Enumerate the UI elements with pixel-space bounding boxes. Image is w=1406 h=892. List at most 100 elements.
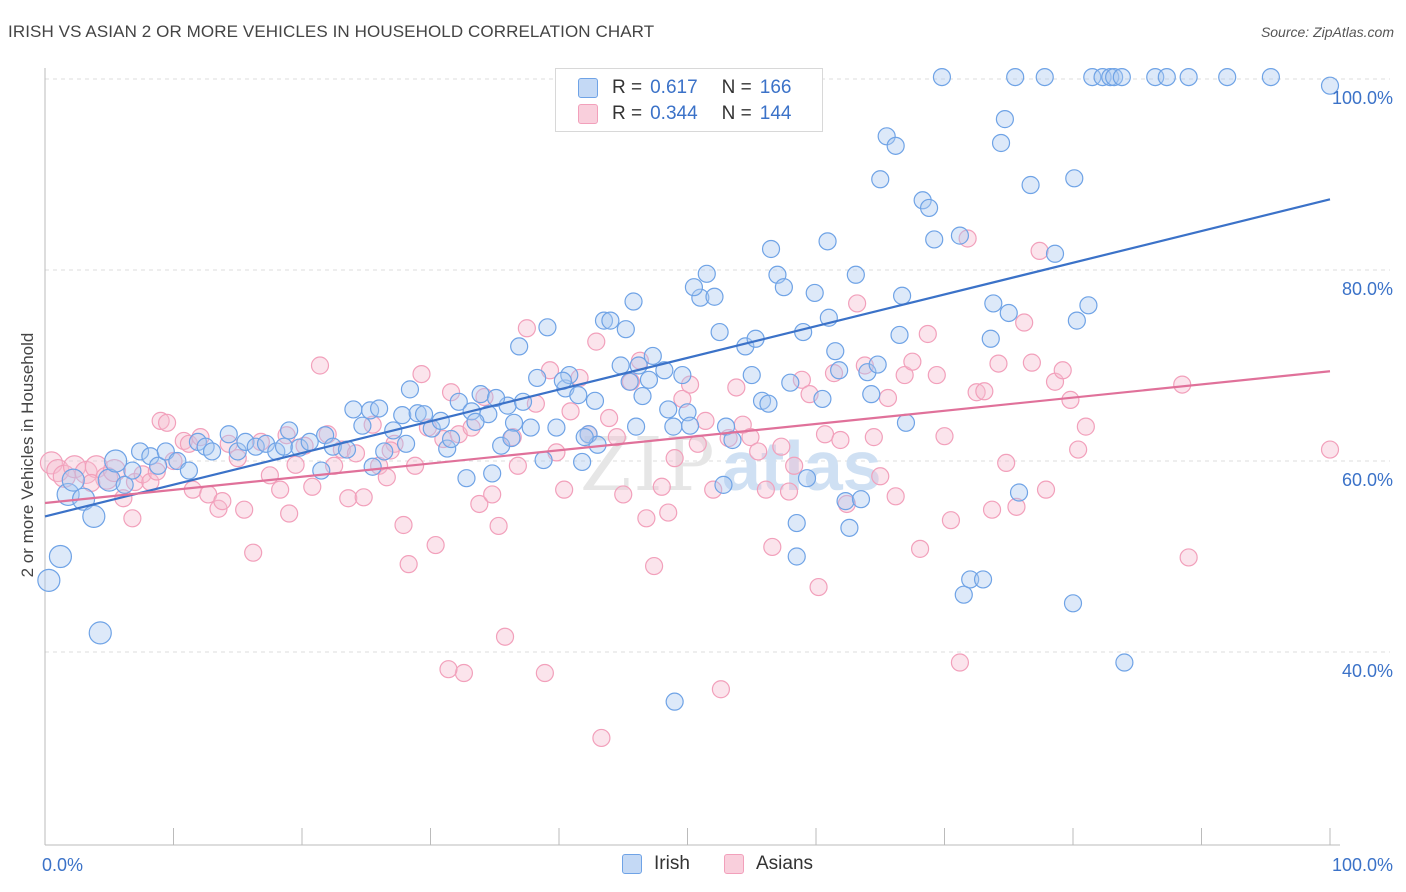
asians-trend-line (44, 370, 1331, 505)
irish-point (528, 368, 547, 388)
trend-lines (44, 198, 1331, 518)
irish-point (1063, 594, 1083, 613)
asians-point (280, 504, 299, 523)
irish-point (846, 265, 865, 284)
asians-point (772, 437, 791, 456)
irish-point (643, 346, 662, 366)
irish-point (787, 547, 806, 566)
irish-point (950, 226, 970, 245)
irish-point (513, 392, 533, 411)
asians-point (426, 535, 445, 555)
irish-point (818, 232, 837, 251)
irish-point (999, 303, 1018, 323)
irish-point (991, 133, 1011, 153)
asians-point (779, 482, 799, 501)
asians-point (785, 456, 804, 475)
irish-point (148, 456, 168, 475)
irish-point (678, 403, 697, 422)
irish-point (97, 468, 121, 492)
irish-swatch (578, 78, 598, 98)
asians-point (910, 539, 930, 558)
irish-point (123, 461, 142, 480)
asians-point (470, 494, 489, 514)
asians-point (809, 577, 828, 597)
asians-point (441, 383, 461, 402)
asians-point (1173, 375, 1192, 394)
asians-point (133, 465, 152, 484)
asians-point (191, 428, 210, 447)
irish-point (1105, 67, 1124, 87)
legend-item-irish: Irish (622, 852, 690, 876)
irish-point (705, 287, 724, 306)
irish-point (813, 389, 832, 409)
irish-point (1157, 67, 1176, 87)
asians-point (680, 375, 700, 394)
asians-point (637, 509, 656, 528)
irish-point (1112, 67, 1131, 87)
tick-labels: 40.0% 60.0% 80.0% 100.0% 0.0% 100.0% (42, 88, 1393, 875)
asians-point (592, 728, 611, 748)
irish-point (569, 386, 588, 405)
irish-point (104, 449, 128, 473)
irish-point (868, 355, 887, 374)
irish-point (794, 322, 813, 342)
asians-swatch (578, 104, 598, 124)
irish-point (466, 412, 485, 431)
irish-point (925, 230, 944, 249)
irish-point (471, 385, 490, 404)
asians-point (489, 516, 508, 536)
irish-point (919, 198, 939, 218)
y-tick-label: 60.0% (1342, 470, 1393, 490)
irish-point (1021, 175, 1040, 195)
irish-point (115, 475, 134, 494)
irish-point (510, 337, 529, 356)
irish-point (655, 361, 674, 380)
asians-point (950, 653, 970, 672)
irish-point (492, 436, 511, 455)
irish-point (37, 568, 61, 592)
irish-point (797, 469, 817, 488)
irish-point (280, 421, 299, 440)
asians-point (749, 442, 768, 461)
asians-point (941, 511, 961, 530)
irish-point (202, 442, 222, 461)
asians-point (151, 411, 170, 430)
x-tick-label: 0.0% (42, 855, 83, 875)
irish-point (961, 570, 980, 589)
irish-point (538, 318, 557, 337)
asians-point (741, 428, 760, 447)
asians-point (652, 477, 671, 496)
irish-point (1045, 244, 1065, 263)
irish-point (1218, 67, 1237, 87)
irish-point (659, 400, 678, 419)
asians-point (123, 509, 142, 528)
asians-point (711, 680, 731, 699)
asians-point (244, 543, 263, 562)
irish-point (236, 432, 255, 451)
legend-n-label: N = (721, 77, 752, 98)
axes (44, 68, 1340, 846)
asians-point (763, 537, 782, 557)
asians-point (377, 468, 396, 487)
asians-point (213, 492, 232, 511)
irish-point (984, 294, 1003, 313)
asians-point (989, 354, 1008, 373)
irish-point (219, 425, 238, 444)
asians-legend-label: Asians (756, 853, 814, 874)
watermark-text: atlas (722, 427, 882, 505)
legend-r-label: R = (612, 103, 643, 124)
asians-point (600, 408, 619, 428)
irish-point (449, 392, 468, 411)
irish-point (973, 570, 993, 589)
asians-point (555, 480, 574, 499)
irish-point (601, 311, 620, 330)
asians-point (381, 441, 400, 460)
asians-point (704, 480, 723, 499)
irish-point (787, 513, 806, 533)
irish-point (534, 450, 553, 470)
y-tick-label: 40.0% (1342, 661, 1393, 681)
asians-point (967, 383, 986, 402)
irish-point (862, 385, 881, 404)
asians-point (354, 488, 373, 507)
irish-point (375, 442, 394, 461)
